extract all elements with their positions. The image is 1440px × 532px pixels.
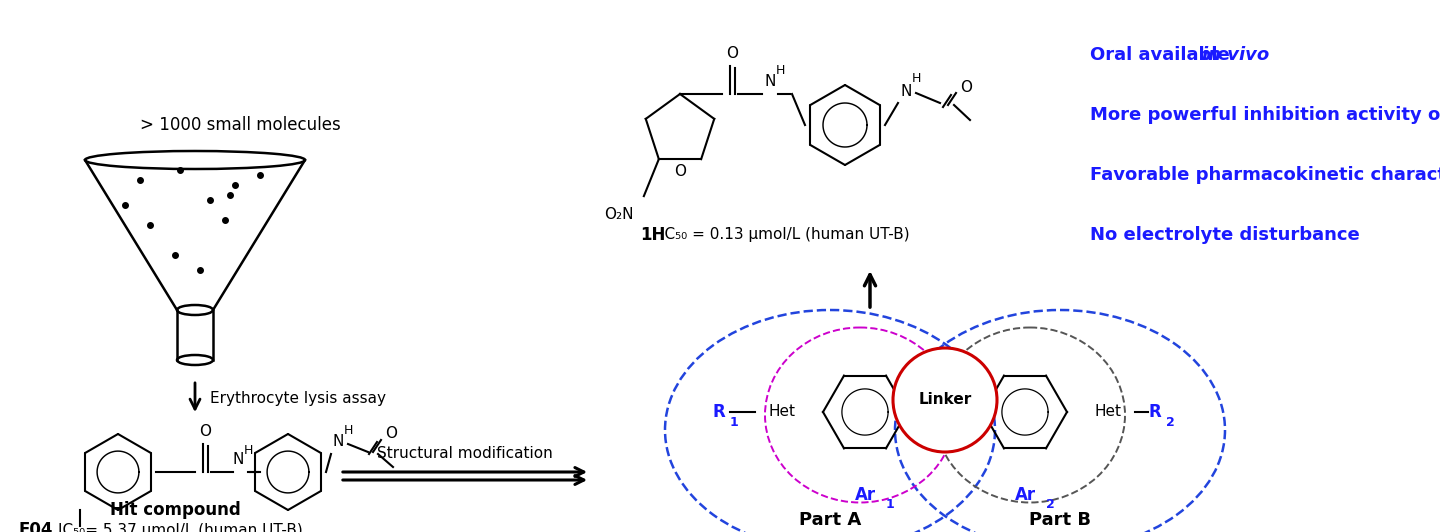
Text: N: N xyxy=(765,74,776,89)
Text: O: O xyxy=(960,79,972,95)
Text: N: N xyxy=(900,84,912,98)
Text: Linker: Linker xyxy=(919,393,972,408)
Text: H: H xyxy=(912,72,920,86)
Text: Oral available: Oral available xyxy=(1090,46,1236,64)
Text: 2: 2 xyxy=(1045,498,1054,511)
Text: Part A: Part A xyxy=(799,511,861,529)
Text: E04: E04 xyxy=(17,521,52,532)
Text: N: N xyxy=(333,435,344,450)
Text: More powerful inhibition activity on UT-A1: More powerful inhibition activity on UT-… xyxy=(1090,106,1440,124)
Text: 1H: 1H xyxy=(639,226,665,244)
Circle shape xyxy=(893,348,996,452)
Text: > 1000 small molecules: > 1000 small molecules xyxy=(140,116,341,134)
Text: 2: 2 xyxy=(1166,415,1175,428)
Text: O: O xyxy=(674,164,685,179)
Text: O: O xyxy=(199,425,212,439)
Text: Ar: Ar xyxy=(854,486,876,504)
Text: Het: Het xyxy=(769,404,795,420)
Text: IC₅₀ = 0.13 μmol/L (human UT-B): IC₅₀ = 0.13 μmol/L (human UT-B) xyxy=(660,228,910,243)
Text: O₂N: O₂N xyxy=(605,206,634,222)
Text: H: H xyxy=(775,63,785,77)
Text: R: R xyxy=(711,403,724,421)
Text: in vivo: in vivo xyxy=(1202,46,1270,64)
Text: Part B: Part B xyxy=(1030,511,1092,529)
Text: O: O xyxy=(726,46,739,62)
Text: Ar: Ar xyxy=(1014,486,1035,504)
Text: H: H xyxy=(343,423,353,436)
Text: IC₅₀= 5.37 μmol/L (human UT-B): IC₅₀= 5.37 μmol/L (human UT-B) xyxy=(58,522,302,532)
Text: R: R xyxy=(1148,403,1161,421)
Text: Erythrocyte lysis assay: Erythrocyte lysis assay xyxy=(210,390,386,405)
Text: O: O xyxy=(384,427,397,442)
Text: 1: 1 xyxy=(886,498,894,511)
Text: H: H xyxy=(243,444,252,456)
Text: 1: 1 xyxy=(730,415,739,428)
Text: Structural modification: Structural modification xyxy=(377,446,553,461)
Text: Hit compound: Hit compound xyxy=(109,501,240,519)
Text: Het: Het xyxy=(1094,404,1122,420)
Text: N: N xyxy=(232,453,243,468)
Text: No electrolyte disturbance: No electrolyte disturbance xyxy=(1090,226,1359,244)
Text: Favorable pharmacokinetic characteristics: Favorable pharmacokinetic characteristic… xyxy=(1090,166,1440,184)
